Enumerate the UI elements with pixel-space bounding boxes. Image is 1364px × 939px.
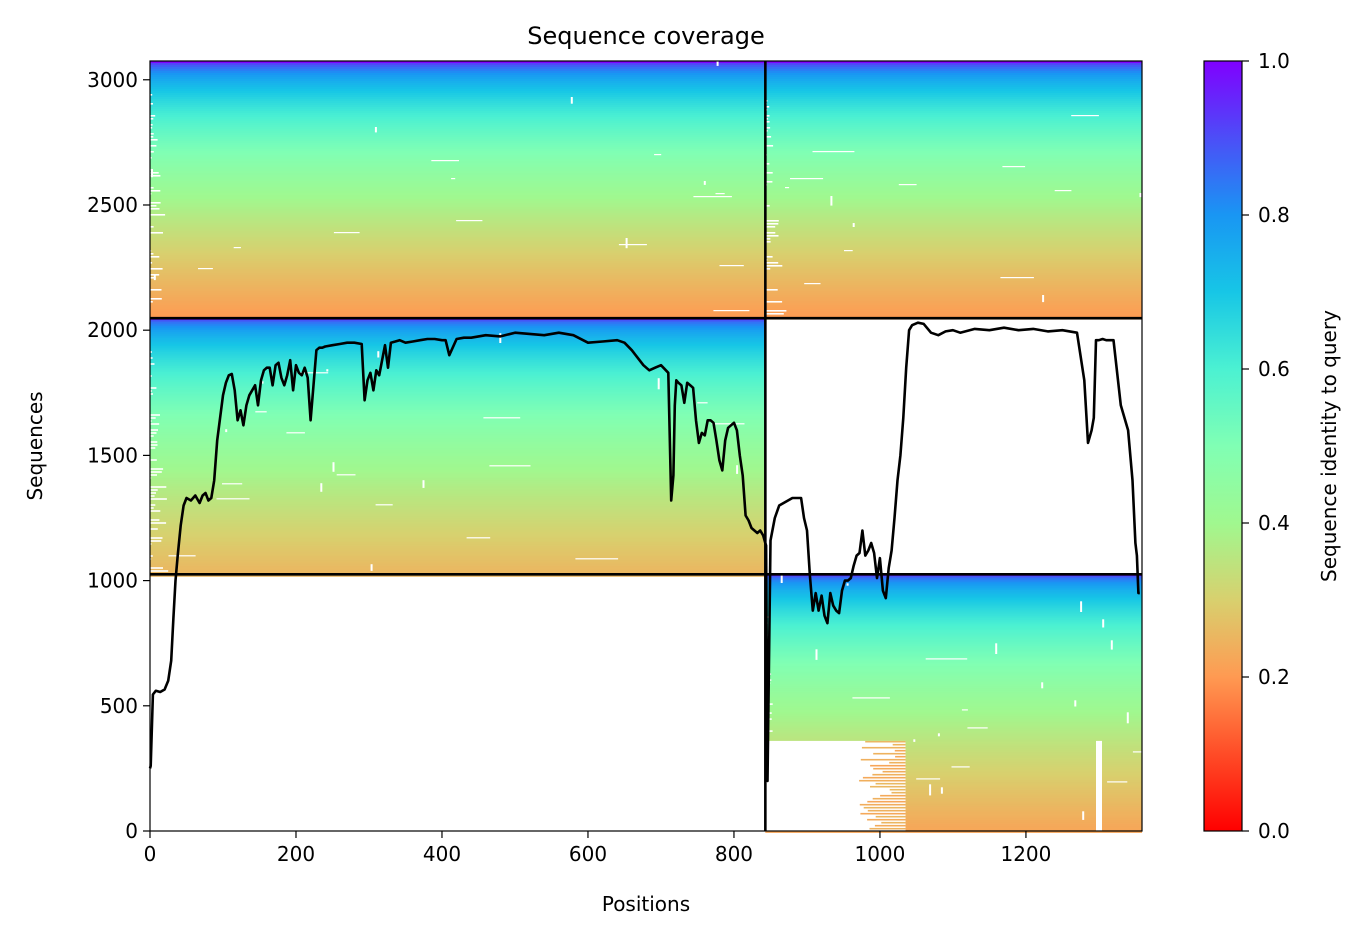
colorbar-tick-label: 1.0 [1258, 49, 1290, 73]
plot-frame [149, 60, 1143, 832]
colorbar-tick-label: 0.8 [1258, 203, 1290, 227]
heatmap-blocks [150, 61, 1142, 833]
coverage-line [148, 321, 1140, 783]
heatmap-block-1 [150, 61, 766, 320]
heatmap-block-4 [765, 574, 1142, 833]
x-tick-label: 600 [569, 842, 607, 866]
heatmap-gaps-3 [150, 333, 745, 572]
y-tick-label: 1500 [87, 443, 138, 467]
segment-boundaries [150, 61, 1142, 831]
y-tick-label: 2500 [87, 193, 138, 217]
x-tick-label: 1200 [1000, 842, 1051, 866]
heatmap-gaps-2 [765, 100, 1142, 315]
y-axis-label: Sequences [23, 391, 47, 500]
y-tick-label: 500 [100, 694, 138, 718]
colorbar-label: Sequence identity to query [1317, 310, 1341, 582]
x-tick-label: 200 [277, 842, 315, 866]
x-axis: 0 200 400 600 800 1000 1200 [144, 831, 1051, 866]
y-axis: 0 500 1000 1500 2000 2500 3000 [87, 68, 150, 843]
x-tick-label: 0 [144, 842, 157, 866]
colorbar-tick-label: 0.0 [1258, 819, 1290, 843]
y-tick-label: 0 [125, 819, 138, 843]
bottom-right-uncovered [765, 740, 1102, 833]
colorbar-tick-label: 0.4 [1258, 511, 1290, 535]
x-axis-label: Positions [602, 892, 690, 916]
y-tick-label: 2000 [87, 318, 138, 342]
x-tick-label: 800 [715, 842, 753, 866]
y-tick-label: 3000 [87, 68, 138, 92]
colorbar-ticks: 0.0 0.2 0.4 0.6 0.8 1.0 [1242, 49, 1290, 843]
y-tick-label: 1000 [87, 569, 138, 593]
x-tick-label: 400 [423, 842, 461, 866]
colorbar-tick-label: 0.6 [1258, 357, 1290, 381]
x-tick-label: 1000 [854, 842, 905, 866]
heatmap-block-3 [150, 318, 766, 577]
heatmap-block-2 [765, 61, 1142, 320]
colorbar [1203, 60, 1243, 832]
colorbar-tick-label: 0.2 [1258, 665, 1290, 689]
chart-title: Sequence coverage [527, 22, 764, 50]
